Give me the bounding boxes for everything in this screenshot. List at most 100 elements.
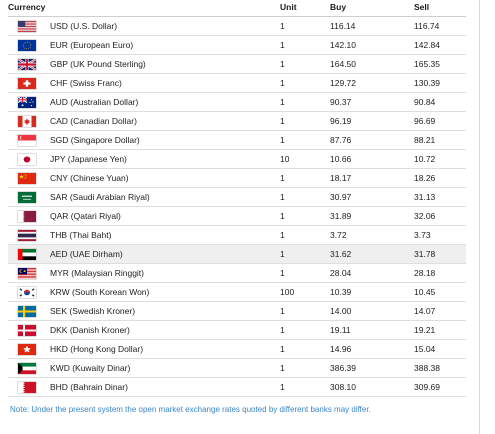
sell-rate-cell: 28.18 [414,263,467,283]
au-flag-icon [18,96,36,108]
table-row: KWD (Kuwaity Dinar) 1 386.39 388.38 [8,358,467,378]
unit-cell: 1 [280,187,331,207]
flag-cell [8,377,50,397]
sell-rate-cell: 19.21 [414,320,467,340]
unit-cell: 1 [280,35,331,55]
flag-cell [8,149,50,169]
header-unit: Unit [280,0,331,17]
eu-flag-icon [18,39,36,51]
currency-name-cell: GBP (UK Pound Sterling) [50,54,281,74]
currency-name-cell: QAR (Qatari Riyal) [50,206,281,226]
unit-cell: 10 [280,149,331,169]
header-sell: Sell [414,0,467,17]
buy-rate-cell: 87.76 [330,130,415,150]
table-row: SGD (Singapore Dollar) 1 87.76 88.21 [8,130,467,150]
currency-name-cell: CAD (Canadian Dollar) [50,111,281,131]
currency-name-cell: HKD (Hong Kong Dollar) [50,339,281,359]
currency-name-cell: EUR (European Euro) [50,35,281,55]
unit-cell: 1 [280,92,331,112]
flag-cell [8,54,50,74]
unit-cell: 1 [280,73,331,93]
buy-rate-cell: 30.97 [330,187,415,207]
sell-rate-cell: 10.45 [414,282,467,302]
unit-cell: 1 [280,168,331,188]
currency-name-cell: DKK (Danish Kroner) [50,320,281,340]
sell-rate-cell: 10.72 [414,149,467,169]
ca-flag-icon [18,115,36,127]
currency-name-cell: JPY (Japanese Yen) [50,149,281,169]
flag-cell [8,263,50,283]
ch-flag-icon [18,77,36,89]
buy-rate-cell: 18.17 [330,168,415,188]
flag-cell [8,358,50,378]
buy-rate-cell: 14.00 [330,301,415,321]
buy-rate-cell: 116.14 [330,16,415,36]
buy-rate-cell: 308.10 [330,377,415,397]
sell-rate-cell: 31.78 [414,244,467,264]
unit-cell: 1 [280,358,331,378]
table-row: SAR (Saudi Arabian Riyal) 1 30.97 31.13 [8,187,467,207]
buy-rate-cell: 14.96 [330,339,415,359]
sell-rate-cell: 31.13 [414,187,467,207]
currency-name-cell: CHF (Swiss Franc) [50,73,281,93]
sell-rate-cell: 90.84 [414,92,467,112]
unit-cell: 1 [280,244,331,264]
flag-cell [8,16,50,36]
sell-rate-cell: 88.21 [414,130,467,150]
jp-flag-icon [18,153,36,165]
unit-cell: 1 [280,339,331,359]
th-flag-icon [18,229,36,241]
table-row: HKD (Hong Kong Dollar) 1 14.96 15.04 [8,339,467,359]
table-row: GBP (UK Pound Sterling) 1 164.50 165.35 [8,54,467,74]
table-row: AUD (Australian Dollar) 1 90.37 90.84 [8,92,467,112]
buy-rate-cell: 31.62 [330,244,415,264]
currency-name-cell: KWD (Kuwaity Dinar) [50,358,281,378]
table-row: DKK (Danish Kroner) 1 19.11 19.21 [8,320,467,340]
table-row: QAR (Qatari Riyal) 1 31.89 32.06 [8,206,467,226]
buy-rate-cell: 96.19 [330,111,415,131]
currency-name-cell: MYR (Malaysian Ringgit) [50,263,281,283]
flag-cell [8,244,50,264]
table-header-row: Currency Unit Buy Sell [8,0,467,17]
cn-flag-icon [18,172,36,184]
table-row: AED (UAE Dirham) 1 31.62 31.78 [8,244,467,264]
exchange-rate-table: Currency Unit Buy Sell USD (U.S. Dollar)… [8,0,467,397]
buy-rate-cell: 31.89 [330,206,415,226]
table-row: BHD (Bahrain Dinar) 1 308.10 309.69 [8,377,467,397]
kr-flag-icon [18,286,36,298]
buy-rate-cell: 10.66 [330,149,415,169]
sell-rate-cell: 142.84 [414,35,467,55]
flag-cell [8,111,50,131]
currency-name-cell: SGD (Singapore Dollar) [50,130,281,150]
market-rate-note: Note: Under the present system the open … [10,405,371,414]
buy-rate-cell: 142.10 [330,35,415,55]
table-row: USD (U.S. Dollar) 1 116.14 116.74 [8,16,467,36]
buy-rate-cell: 164.50 [330,54,415,74]
currency-name-cell: KRW (South Korean Won) [50,282,281,302]
unit-cell: 1 [280,263,331,283]
header-buy: Buy [330,0,415,17]
table-row: EUR (European Euro) 1 142.10 142.84 [8,35,467,55]
unit-cell: 1 [280,301,331,321]
flag-cell [8,282,50,302]
sg-flag-icon [18,134,36,146]
flag-cell [8,92,50,112]
sell-rate-cell: 116.74 [414,16,467,36]
table-row: CAD (Canadian Dollar) 1 96.19 96.69 [8,111,467,131]
kw-flag-icon [18,362,36,374]
table-body: USD (U.S. Dollar) 1 116.14 116.74 EUR (Europ… [8,16,467,397]
buy-rate-cell: 90.37 [330,92,415,112]
bh-flag-icon [18,381,36,393]
currency-name-cell: THB (Thai Baht) [50,225,281,245]
sell-rate-cell: 15.04 [414,339,467,359]
table-row: JPY (Japanese Yen) 10 10.66 10.72 [8,149,467,169]
buy-rate-cell: 3.72 [330,225,415,245]
unit-cell: 1 [280,16,331,36]
flag-cell [8,35,50,55]
us-flag-icon [18,20,36,32]
flag-cell [8,168,50,188]
buy-rate-cell: 10.39 [330,282,415,302]
currency-name-cell: CNY (Chinese Yuan) [50,168,281,188]
flag-cell [8,187,50,207]
unit-cell: 1 [280,111,331,131]
